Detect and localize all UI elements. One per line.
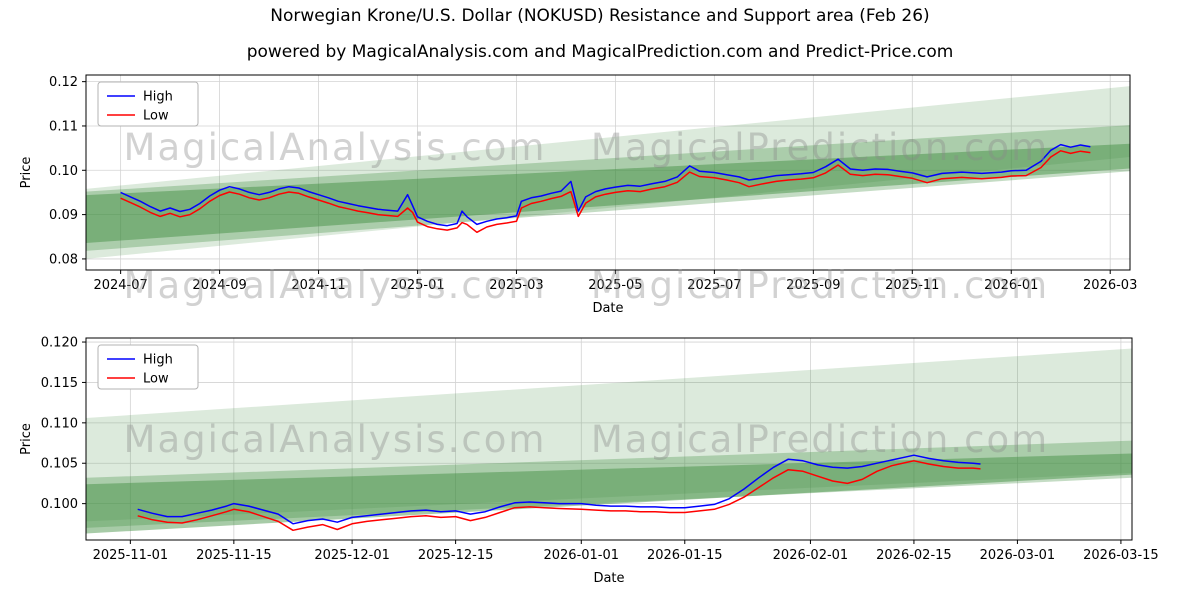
chart-subtitle: powered by MagicalAnalysis.com and Magic… — [246, 42, 954, 62]
high-line — [120, 143, 1091, 227]
recent-detail-chart: 2025-11-01 2025-11-15 2025-12-01 2025-12-15… — [19, 336, 1159, 586]
x-tick-label: 2024-07 — [93, 278, 147, 293]
x-tick-label: 2026-01 — [984, 278, 1038, 293]
low-line — [120, 150, 1091, 234]
x-tick-label: 2026-03-01 — [980, 548, 1056, 563]
plot-border — [85, 74, 1131, 271]
x-tick-label: 2025-12-01 — [314, 548, 390, 563]
legend-label-high: High — [143, 90, 173, 105]
x-tick-label: 2026-03 — [1083, 278, 1137, 293]
y-axis: 0.100 0.105 0.110 0.115 0.120 — [41, 336, 86, 512]
main-history-chart: 2024-07 2024-09 2024-11 2025-01 2025-03 2025-… — [19, 74, 1137, 316]
gridlines — [86, 75, 1130, 270]
support-resistance-outer-band — [86, 86, 1130, 259]
support-resistance-core-band — [86, 453, 1132, 534]
watermark-text: MagicalAnalysis.com — [124, 126, 547, 169]
x-tick-label: 2026-01-15 — [647, 548, 723, 563]
x-tick-label: 2025-03 — [489, 278, 543, 293]
y-tick-label: 0.110 — [41, 416, 78, 431]
x-tick-label: 2025-05 — [588, 278, 642, 293]
x-tick-label: 2024-09 — [192, 278, 246, 293]
x-tick-label: 2025-12-15 — [418, 548, 494, 563]
y-tick-label: 0.115 — [41, 376, 78, 391]
x-axis-label: Date — [592, 301, 623, 316]
x-tick-label: 2026-03-15 — [1083, 548, 1159, 563]
y-tick-label: 0.105 — [41, 457, 78, 472]
x-tick-label: 2025-07 — [687, 278, 741, 293]
y-axis-label: Price — [19, 423, 34, 455]
x-tick-label: 2025-09 — [786, 278, 840, 293]
chart-title: Norwegian Krone/U.S. Dollar (NOKUSD) Res… — [270, 6, 930, 26]
y-tick-label: 0.12 — [49, 75, 78, 90]
watermark-text: MagicalAnalysis.com — [124, 418, 547, 461]
legend: High Low — [97, 344, 199, 390]
low-line — [137, 460, 981, 532]
watermark-text: MagicalPrediction.com — [591, 418, 1049, 461]
support-resistance-outer-band — [86, 348, 1132, 522]
watermark-text: MagicalPrediction.com — [591, 264, 1049, 307]
x-axis: 2024-07 2024-09 2024-11 2025-01 2025-03 2025-… — [93, 270, 1137, 293]
y-tick-label: 0.09 — [49, 208, 78, 223]
y-tick-label: 0.120 — [41, 336, 78, 351]
x-tick-label: 2025-11 — [885, 278, 939, 293]
y-tick-label: 0.10 — [49, 164, 78, 179]
x-tick-label: 2026-01-01 — [543, 548, 619, 563]
x-tick-label: 2025-01 — [390, 278, 444, 293]
high-line — [137, 454, 981, 525]
y-tick-label: 0.100 — [41, 497, 78, 512]
x-tick-label: 2026-02-15 — [876, 548, 952, 563]
legend-label-low: Low — [143, 372, 169, 387]
x-axis-label: Date — [593, 571, 624, 586]
x-tick-label: 2026-02-01 — [773, 548, 849, 563]
y-axis-label: Price — [19, 157, 34, 189]
x-tick-label: 2025-11-01 — [93, 548, 169, 563]
gridlines — [86, 338, 1132, 540]
legend-label-low: Low — [143, 109, 169, 124]
x-tick-label: 2024-11 — [291, 278, 345, 293]
watermark-text: MagicalPrediction.com — [591, 126, 1049, 169]
y-tick-label: 0.11 — [49, 119, 78, 134]
x-tick-label: 2025-11-15 — [196, 548, 272, 563]
watermark-text: MagicalAnalysis.com — [124, 264, 547, 307]
support-resistance-middle-band — [86, 440, 1132, 528]
plot-border — [85, 337, 1133, 541]
y-axis: 0.08 0.09 0.10 0.11 0.12 — [49, 75, 86, 267]
legend: High Low — [97, 81, 199, 127]
legend-label-high: High — [143, 353, 173, 368]
x-axis: 2025-11-01 2025-11-15 2025-12-01 2025-12-15… — [93, 540, 1159, 563]
y-tick-label: 0.08 — [49, 252, 78, 267]
